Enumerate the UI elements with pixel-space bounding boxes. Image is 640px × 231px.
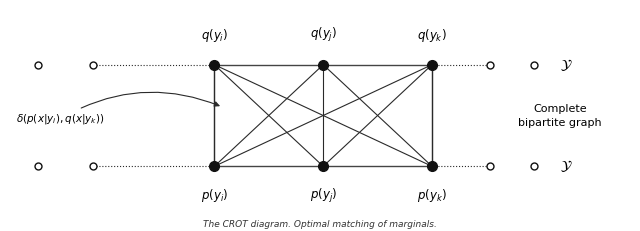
Text: $\mathcal{Y}$: $\mathcal{Y}$ [560,57,573,73]
Text: $q(y_k)$: $q(y_k)$ [417,27,447,44]
Text: Complete
bipartite graph: Complete bipartite graph [518,103,602,128]
Text: The CROT diagram. Optimal matching of marginals.: The CROT diagram. Optimal matching of ma… [203,220,437,229]
Text: $p(y_i)$: $p(y_i)$ [201,187,228,204]
Text: $q(y_i)$: $q(y_i)$ [201,27,228,44]
Text: $\delta(p(x|y_i), q(x|y_k))$: $\delta(p(x|y_i), q(x|y_k))$ [16,92,219,126]
Text: $p(y_j)$: $p(y_j)$ [310,187,337,205]
Text: $q(y_j)$: $q(y_j)$ [310,26,337,44]
Text: $p(y_k)$: $p(y_k)$ [417,187,447,204]
Text: $\mathcal{Y}$: $\mathcal{Y}$ [560,158,573,174]
